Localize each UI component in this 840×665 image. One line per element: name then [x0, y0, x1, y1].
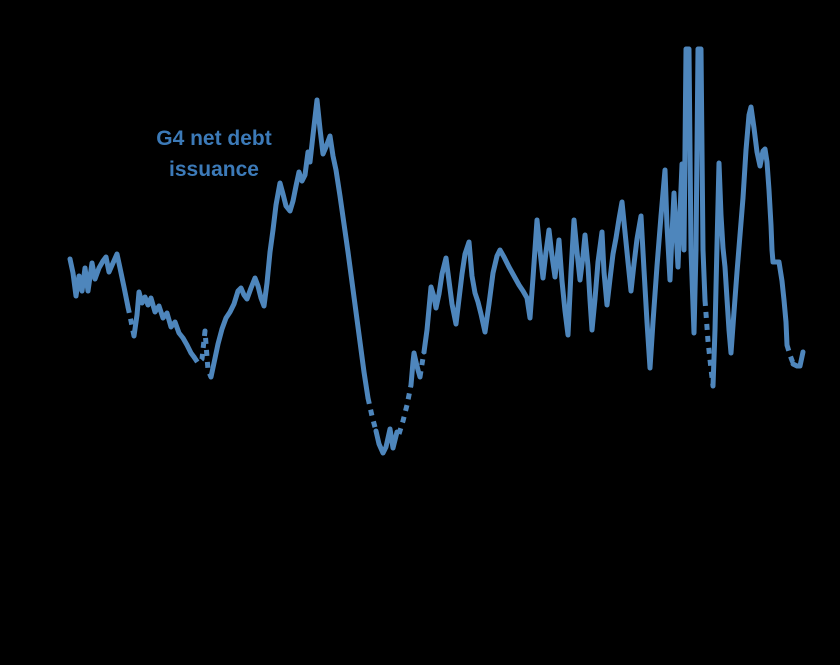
annotation-line-2: issuance [169, 158, 259, 181]
line-segment-solid [67, 251, 131, 310]
line-segment-solid [208, 97, 371, 401]
line-segment-solid [408, 350, 423, 388]
line-segment-dashed [417, 351, 427, 378]
line-segment-dashed [784, 344, 796, 364]
line-segment-dashed [396, 384, 414, 435]
line-segment-solid [421, 46, 708, 371]
line-segment-dashed [365, 397, 379, 432]
line-segment-dashed [191, 328, 214, 378]
line-segment-solid [131, 289, 197, 360]
series-annotation: G4 net debt issuance [144, 123, 284, 185]
line-segment-solid [710, 104, 790, 389]
line-segment-solid [373, 426, 400, 456]
line-segment-solid [790, 349, 806, 369]
annotation-line-1: G4 net debt [156, 127, 272, 150]
